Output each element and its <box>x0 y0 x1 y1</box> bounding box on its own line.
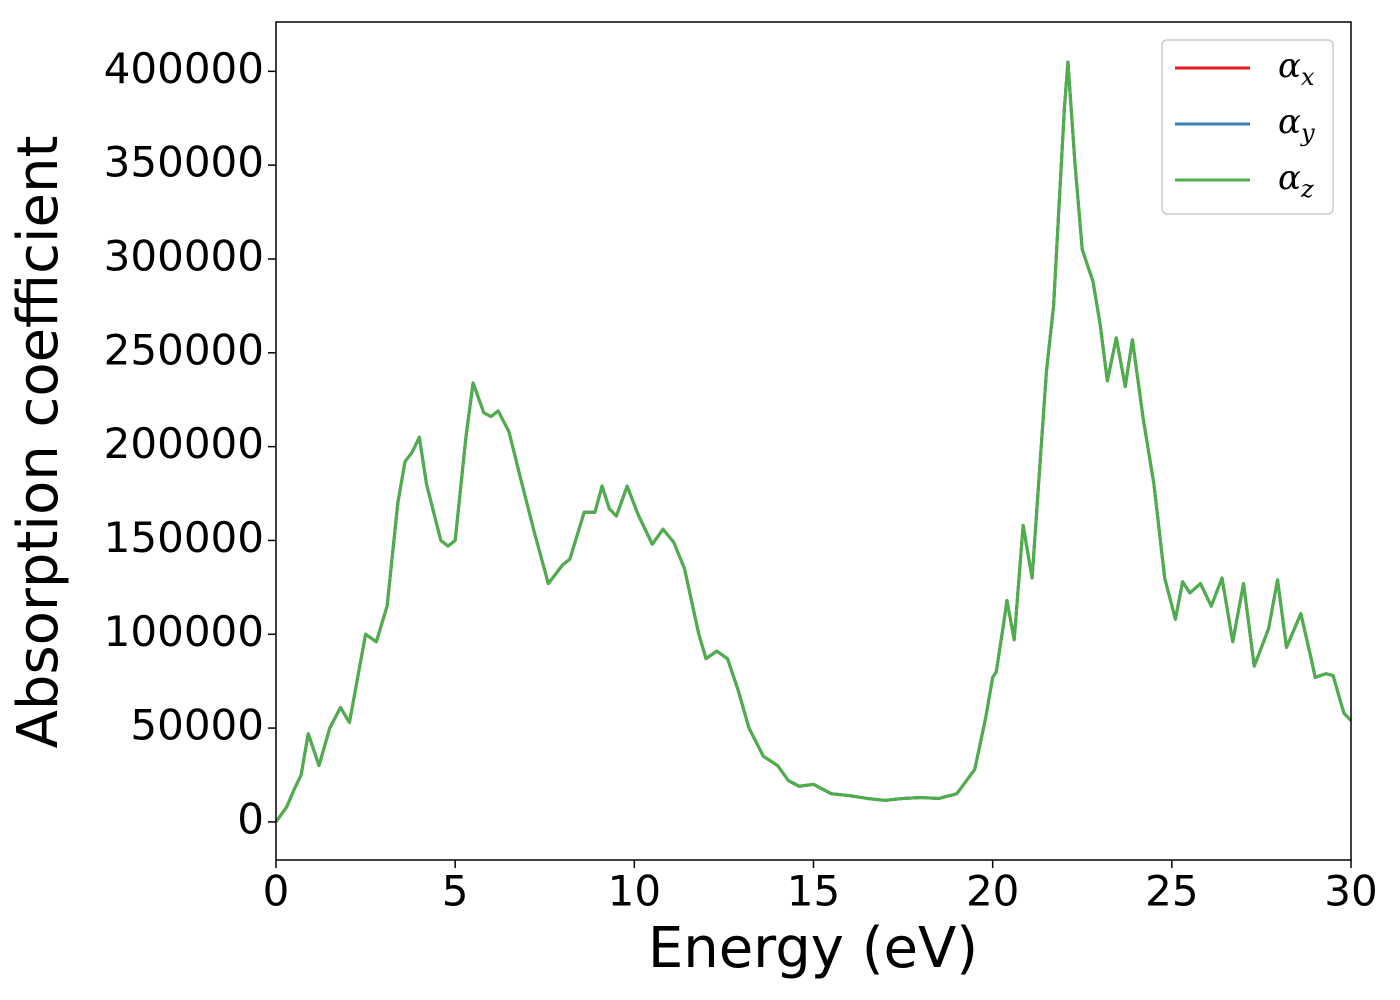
legend-label: αy <box>1278 102 1315 147</box>
y-tick-label: 200000 <box>104 419 264 468</box>
x-tick-label: 25 <box>1145 867 1198 916</box>
x-tick-label: 20 <box>966 867 1019 916</box>
y-tick-label: 150000 <box>104 513 264 562</box>
y-tick-label: 250000 <box>104 325 264 374</box>
x-tick-label: 5 <box>442 867 469 916</box>
x-tick-label: 30 <box>1324 867 1377 916</box>
x-axis-label: Energy (eV) <box>648 916 978 981</box>
y-tick-label: 400000 <box>104 44 264 93</box>
x-tick-label: 15 <box>787 867 840 916</box>
y-tick-label: 350000 <box>104 138 264 187</box>
x-tick-label: 10 <box>608 867 661 916</box>
series-line <box>274 60 1353 823</box>
x-tick-label: 0 <box>263 867 290 916</box>
legend-label: αx <box>1278 46 1315 91</box>
y-tick-label: 0 <box>237 794 264 843</box>
y-axis-label: Absorption coefficient <box>6 136 71 749</box>
legend-label: αz <box>1278 158 1314 203</box>
y-tick-label: 300000 <box>104 231 264 280</box>
y-tick-label: 50000 <box>130 701 264 750</box>
plot-frame <box>275 21 1352 861</box>
legend-box <box>1161 39 1334 215</box>
y-tick-label: 100000 <box>104 607 264 656</box>
